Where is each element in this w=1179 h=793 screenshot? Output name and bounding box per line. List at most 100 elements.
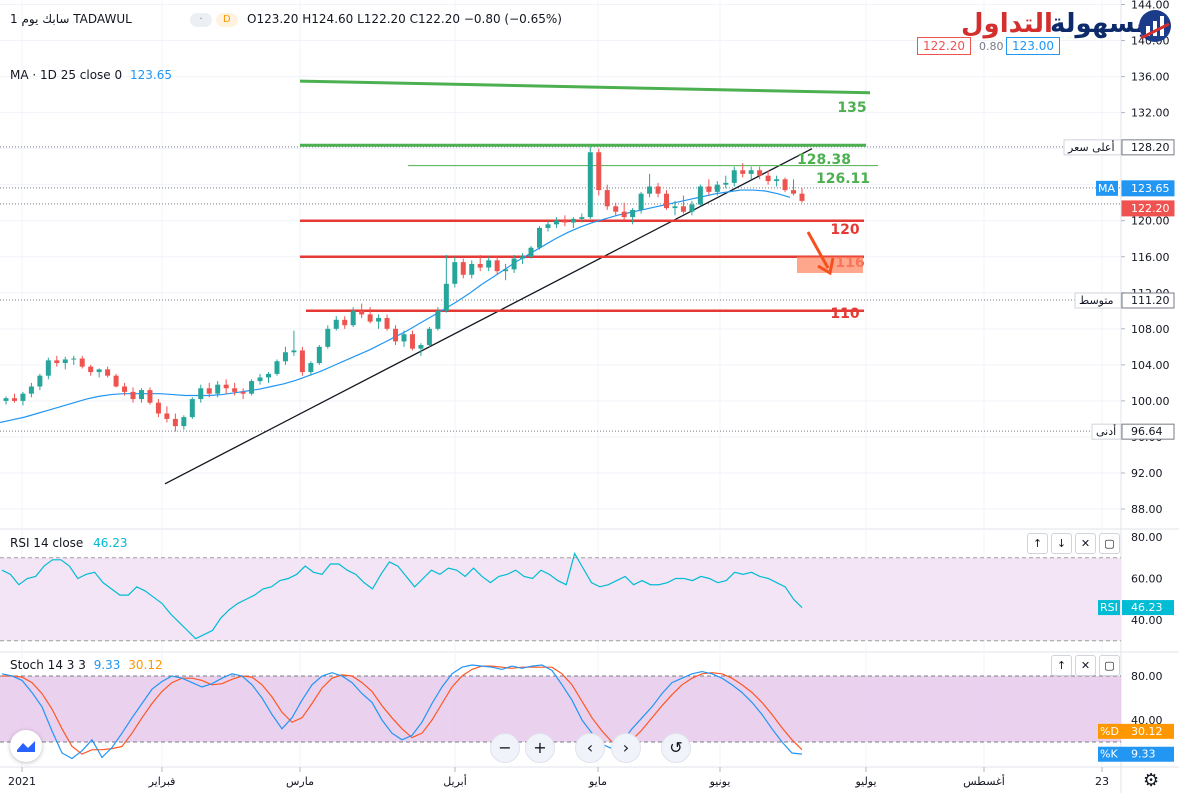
- scroll-left-button[interactable]: ‹: [575, 733, 605, 763]
- candle-body: [130, 391, 136, 400]
- candle-body: [189, 399, 195, 418]
- candle-body: [325, 328, 331, 347]
- candle-body: [511, 258, 517, 270]
- candle-body: [740, 170, 746, 174]
- candle-body: [494, 260, 500, 272]
- candle-body: [630, 209, 636, 218]
- stoch-d-value: 30.12: [128, 658, 163, 672]
- rsi-maximize-button[interactable]: ▢: [1099, 533, 1120, 554]
- level-label-135: 135: [837, 100, 866, 116]
- candle-body: [723, 182, 729, 185]
- price-marker-box: [1121, 423, 1175, 440]
- candle-body: [299, 350, 305, 373]
- projection-box: [797, 256, 863, 273]
- rsi-line: [1, 552, 803, 640]
- time-label: أبريل: [443, 774, 467, 788]
- candle-body: [477, 263, 483, 268]
- rsi-close-button[interactable]: ✕: [1075, 533, 1096, 554]
- candle-body: [604, 190, 610, 207]
- level-label-110: 110: [830, 306, 859, 322]
- candle-body: [206, 388, 212, 394]
- ma-tag-label: MA: [1098, 182, 1115, 195]
- marker-tag-label: أدنى: [1096, 424, 1116, 438]
- change-value: −0.80 (−0.65%): [463, 12, 562, 26]
- rsi-legend[interactable]: RSI 14 close 46.23: [10, 536, 128, 550]
- candle-body: [638, 193, 644, 210]
- scroll-right-button[interactable]: ›: [611, 733, 641, 763]
- time-label: 2021: [8, 775, 36, 788]
- level-label-126.11: 126.11: [816, 171, 870, 187]
- interval-label[interactable]: يوم 1: [10, 12, 39, 26]
- candle-body: [562, 220, 568, 223]
- candle-body: [621, 211, 627, 218]
- stoch-close-button[interactable]: ✕: [1075, 655, 1096, 676]
- candle-body: [791, 190, 797, 194]
- candle-body: [240, 391, 246, 394]
- candle-body: [88, 366, 94, 373]
- candle-body: [520, 256, 526, 259]
- candle-body: [579, 217, 585, 219]
- level-line-135: [299, 79, 871, 95]
- zoom-in-button[interactable]: +: [525, 733, 555, 763]
- candle-body: [350, 310, 356, 326]
- stoch-move-up-button[interactable]: ↑: [1051, 655, 1072, 676]
- candle-body: [308, 363, 314, 373]
- stoch-legend[interactable]: Stoch 14 3 3 9.33 30.12: [10, 658, 163, 672]
- symbol-name[interactable]: سابك: [42, 12, 70, 26]
- candle-body: [536, 227, 542, 248]
- low-value: L122.20: [357, 12, 406, 26]
- reset-chart-button[interactable]: ↺: [661, 733, 691, 763]
- candle-body: [266, 373, 272, 378]
- bid-box[interactable]: 122.20: [917, 37, 971, 55]
- candle-body: [147, 390, 153, 403]
- ma-value: 123.65: [129, 68, 172, 82]
- candle-body: [799, 193, 805, 201]
- exchange-label: TADAWUL: [73, 12, 132, 26]
- candle-body: [706, 186, 712, 192]
- candle-body: [613, 206, 619, 212]
- candle-body: [553, 220, 559, 225]
- price-marker-value: 96.64: [1131, 425, 1163, 438]
- rsi-tag-label: RSI: [1100, 601, 1118, 614]
- ohlc-values: O123.20 H124.60 L122.20 C122.20 −0.80 (−…: [247, 12, 562, 26]
- stoch-k-marker-value: 9.33: [1131, 748, 1156, 761]
- candle-body: [443, 283, 449, 311]
- ask-box[interactable]: 123.00: [1006, 37, 1060, 55]
- rsi-move-down-button[interactable]: ↓: [1051, 533, 1072, 554]
- candle-body: [181, 417, 187, 427]
- logo-text-red: التداول: [961, 9, 1054, 39]
- stoch-d-marker-value: 30.12: [1131, 725, 1163, 738]
- price-marker-box: [1121, 180, 1175, 197]
- marker-tag-label: أعلى سعر: [1067, 140, 1115, 154]
- candle-body: [672, 206, 678, 209]
- price-tick-label: 100.00: [1131, 395, 1170, 408]
- price-marker-box: [1121, 200, 1175, 217]
- rsi-tag-box: [1098, 600, 1120, 616]
- ma-line: [0, 189, 791, 424]
- tv-logo-button[interactable]: [10, 730, 42, 762]
- logo-chart-icon: [1139, 10, 1171, 42]
- candle-body: [774, 179, 780, 182]
- candle-body: [486, 260, 492, 268]
- zoom-out-button[interactable]: −: [490, 733, 520, 763]
- price-marker-value: 122.20: [1131, 202, 1170, 215]
- stoch-k-line: [1, 664, 803, 760]
- marker-tag-box: [1074, 292, 1122, 309]
- stoch-tick-label: 40.00: [1131, 714, 1163, 727]
- candle-body: [113, 375, 119, 387]
- candle-body: [384, 318, 390, 329]
- candle-body: [765, 175, 771, 182]
- ma-legend[interactable]: MA · 1D 25 close 0 123.65: [10, 68, 172, 82]
- stoch-maximize-button[interactable]: ▢: [1099, 655, 1120, 676]
- settings-gear-icon[interactable]: ⚙: [1143, 770, 1160, 791]
- candle-body: [596, 152, 602, 191]
- candle-body: [714, 184, 720, 192]
- dot-badge: · D: [190, 12, 238, 27]
- candle-body: [401, 334, 407, 342]
- delay-icon: ·: [190, 12, 212, 27]
- trendline: [164, 148, 813, 485]
- stoch-d-tag-box: [1098, 723, 1122, 739]
- candle-body: [282, 352, 288, 362]
- rsi-move-up-button[interactable]: ↑: [1027, 533, 1048, 554]
